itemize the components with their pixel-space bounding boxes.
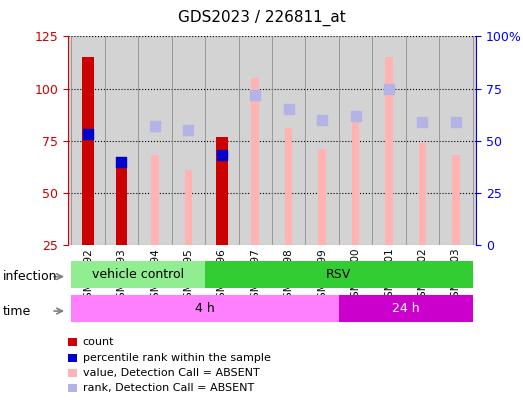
Bar	[285, 128, 292, 245]
Bar	[205, 261, 473, 288]
Bar	[116, 162, 127, 245]
Bar	[151, 156, 159, 245]
Bar	[452, 156, 460, 245]
Point	[84, 131, 92, 138]
Bar	[71, 295, 339, 322]
Point	[452, 119, 460, 125]
Bar	[252, 78, 259, 245]
Point	[418, 119, 427, 125]
Bar	[319, 149, 326, 245]
Text: vehicle control: vehicle control	[92, 268, 184, 281]
Point	[117, 158, 126, 165]
Bar	[82, 58, 94, 245]
Text: 24 h: 24 h	[392, 302, 419, 315]
Text: RSV: RSV	[326, 268, 351, 281]
Text: count: count	[83, 337, 114, 347]
Point	[251, 92, 259, 98]
Text: rank, Detection Call = ABSENT: rank, Detection Call = ABSENT	[83, 384, 254, 393]
Point	[151, 123, 159, 129]
Text: GDS2023 / 226811_at: GDS2023 / 226811_at	[178, 10, 345, 26]
Point	[218, 152, 226, 159]
Text: infection: infection	[3, 270, 57, 283]
Point	[184, 127, 192, 134]
Point	[351, 113, 360, 119]
Bar	[185, 170, 192, 245]
Text: value, Detection Call = ABSENT: value, Detection Call = ABSENT	[83, 368, 259, 378]
Bar	[339, 295, 473, 322]
Bar	[352, 111, 359, 245]
Bar	[216, 136, 228, 245]
Point	[385, 85, 393, 92]
Text: time: time	[3, 305, 31, 318]
Bar	[385, 58, 393, 245]
Point	[318, 117, 326, 123]
Text: 4 h: 4 h	[195, 302, 215, 315]
Bar	[71, 261, 205, 288]
Point	[285, 106, 293, 113]
Bar	[418, 143, 426, 245]
Text: percentile rank within the sample: percentile rank within the sample	[83, 353, 270, 362]
